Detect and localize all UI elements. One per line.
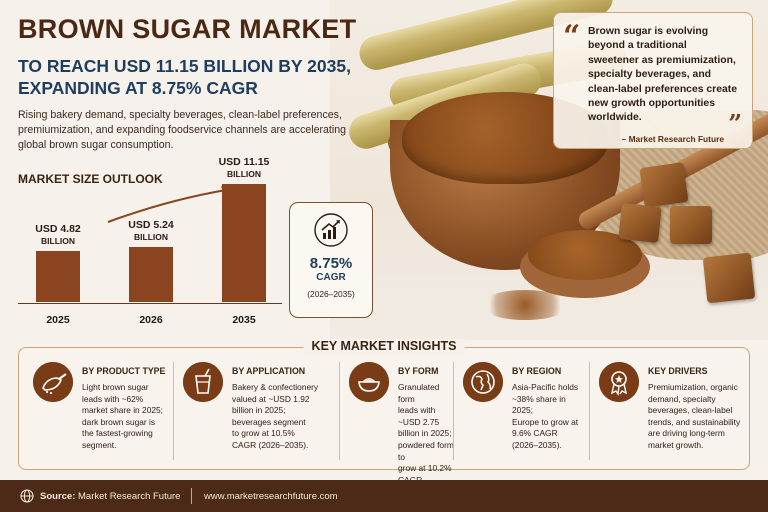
insight-line: leads with ~USD 2.75 [398, 405, 440, 427]
insight-line: (2026–2035). [512, 439, 562, 450]
insight-line: are driving long-term [648, 428, 725, 439]
data-label-unit: BILLION [227, 169, 261, 179]
insight-separator [453, 362, 454, 460]
insight-body: Light brown sugar leads with ~62% market s… [82, 382, 163, 452]
quote-text: Brown sugar is evolving beyond a traditi… [588, 26, 738, 124]
globe-icon [20, 489, 34, 503]
insight-body: Asia-Pacific holds ~38% share in 2025; Eur… [512, 382, 588, 452]
insight-body: Premiumization, organic demand, specialty… [648, 382, 740, 452]
sugar-cube [702, 252, 756, 304]
open-quote-icon: “ [563, 19, 581, 54]
award-badge-icon [599, 362, 639, 402]
cagr-label: CAGR [316, 272, 346, 283]
insight-column: BY FORM Granulated form leads with ~USD 2.… [349, 362, 454, 496]
market-size-chart: USD 4.82 BILLION 2025 USD 5.24 BILLION 2026 US… [18, 156, 288, 330]
footer-source-value: Market Research Future [78, 491, 181, 502]
sugar-cube [639, 162, 689, 208]
subtitle-line: TO REACH USD 11.15 BILLION BY 2035, [18, 56, 351, 76]
insight-heading: BY FORM [398, 366, 439, 376]
chart-title: MARKET SIZE OUTLOOK [18, 172, 163, 186]
insight-line: grow at 10.2% CAGR [398, 463, 452, 485]
key-insights-panel: KEY MARKET INSIGHTS BY PRODUCT TYPE Light… [18, 339, 750, 496]
data-label: USD 11.15 BILLION [209, 156, 279, 180]
insight-separator [339, 362, 340, 460]
insight-heading: KEY DRIVERS [648, 366, 708, 376]
bar-2035 [222, 184, 266, 302]
sugar-cube [670, 206, 712, 244]
insight-line: valued at ~USD 1.92 [232, 393, 310, 404]
insight-column: KEY DRIVERS Premiumization, organic demand… [599, 362, 744, 462]
insight-line: beverages, clean-label [648, 405, 733, 416]
footer-source-label: Source: [40, 491, 76, 502]
x-tick-label: 2026 [139, 314, 163, 326]
quote-box: “ Brown sugar is evolving beyond a tradi… [553, 12, 753, 149]
insight-line: Bakery & confectionery [232, 382, 319, 392]
insight-line: CAGR (2026–2035). [232, 439, 309, 450]
globe-icon [463, 362, 503, 402]
insight-column: BY REGION Asia-Pacific holds ~38% share in… [463, 362, 588, 462]
insight-line: demand, specialty [648, 393, 716, 404]
insight-line: to grow at 10.5% [232, 428, 295, 439]
page-subtitle: TO REACH USD 11.15 BILLION BY 2035, EXPA… [18, 55, 378, 99]
insight-line: market growth. [648, 439, 704, 450]
insight-column: BY APPLICATION Bakery & confectionery valu… [183, 362, 338, 462]
subtitle-line: EXPANDING AT 8.75% CAGR [18, 78, 258, 98]
data-label-value: USD 5.24 [128, 219, 174, 231]
insight-line: ~38% share in 2025; [512, 393, 566, 416]
page-title: BROWN SUGAR MARKET [18, 14, 357, 44]
data-label-value: USD 11.15 [218, 156, 270, 168]
beverage-cup-icon [183, 362, 223, 402]
quote-source: – Market Research Future [621, 133, 724, 144]
insight-line: trends, and sustainability [648, 416, 741, 427]
sugar-scoop-icon [33, 362, 73, 402]
insight-line: Asia-Pacific holds [512, 382, 579, 392]
footer-divider [191, 488, 192, 504]
data-label-unit: BILLION [134, 232, 168, 242]
footer-source: Source: Market Research Future [40, 491, 180, 502]
cagr-card: 8.75% CAGR (2026–2035) [289, 202, 373, 318]
growth-chart-icon [314, 213, 348, 247]
insight-line: segment. [82, 439, 117, 450]
insight-heading: BY APPLICATION [232, 366, 306, 376]
granules-bowl-icon [349, 362, 389, 402]
x-tick-label: 2035 [232, 314, 256, 326]
insight-line: market share in 2025; [82, 405, 164, 416]
insight-heading: BY REGION [512, 366, 562, 376]
insight-line: Europe to grow at [512, 416, 579, 427]
insight-column: BY PRODUCT TYPE Light brown sugar leads wi… [33, 362, 173, 462]
insight-line: leads with ~62% [82, 393, 144, 404]
cagr-value: 8.75% [309, 255, 353, 272]
chart-baseline [18, 303, 282, 304]
x-tick-label: 2025 [46, 314, 70, 326]
insight-line: Light brown sugar [82, 382, 149, 392]
insight-line: billion in 2025; [398, 428, 452, 439]
insights-title: KEY MARKET INSIGHTS [303, 339, 465, 353]
footer-website: www.marketresearchfuture.com [204, 491, 338, 502]
data-label-unit: BILLION [41, 236, 75, 246]
insight-line: 9.6% CAGR [512, 428, 558, 439]
insight-line: powdered form to [398, 439, 454, 462]
footer: Source: Market Research Future www.marke… [0, 480, 768, 512]
data-label: USD 5.24 BILLION [116, 219, 186, 243]
insight-heading: BY PRODUCT TYPE [82, 366, 166, 376]
sugar-cube [618, 203, 662, 243]
data-label-value: USD 4.82 [35, 223, 81, 235]
insight-body: Bakery & confectionery valued at ~USD 1.9… [232, 382, 318, 452]
insight-separator [589, 362, 590, 460]
insight-line: beverages segment [232, 416, 306, 427]
intro-text: Rising bakery demand, specialty beverage… [18, 109, 347, 151]
insight-line: billion in 2025; [232, 405, 286, 416]
insight-line: the fastest-growing [82, 428, 153, 439]
insight-line: dark brown sugar is [82, 416, 156, 427]
bar-2025 [36, 251, 80, 302]
insight-line: Premiumization, organic [648, 382, 738, 392]
bar-2026 [129, 247, 173, 302]
insight-separator [173, 362, 174, 460]
cagr-period: (2026–2035) [307, 289, 355, 299]
spilled-sugar [480, 290, 570, 320]
data-label: USD 4.82 BILLION [23, 223, 93, 247]
insight-line: Granulated form [398, 382, 440, 404]
close-quote-icon: ” [728, 109, 742, 138]
